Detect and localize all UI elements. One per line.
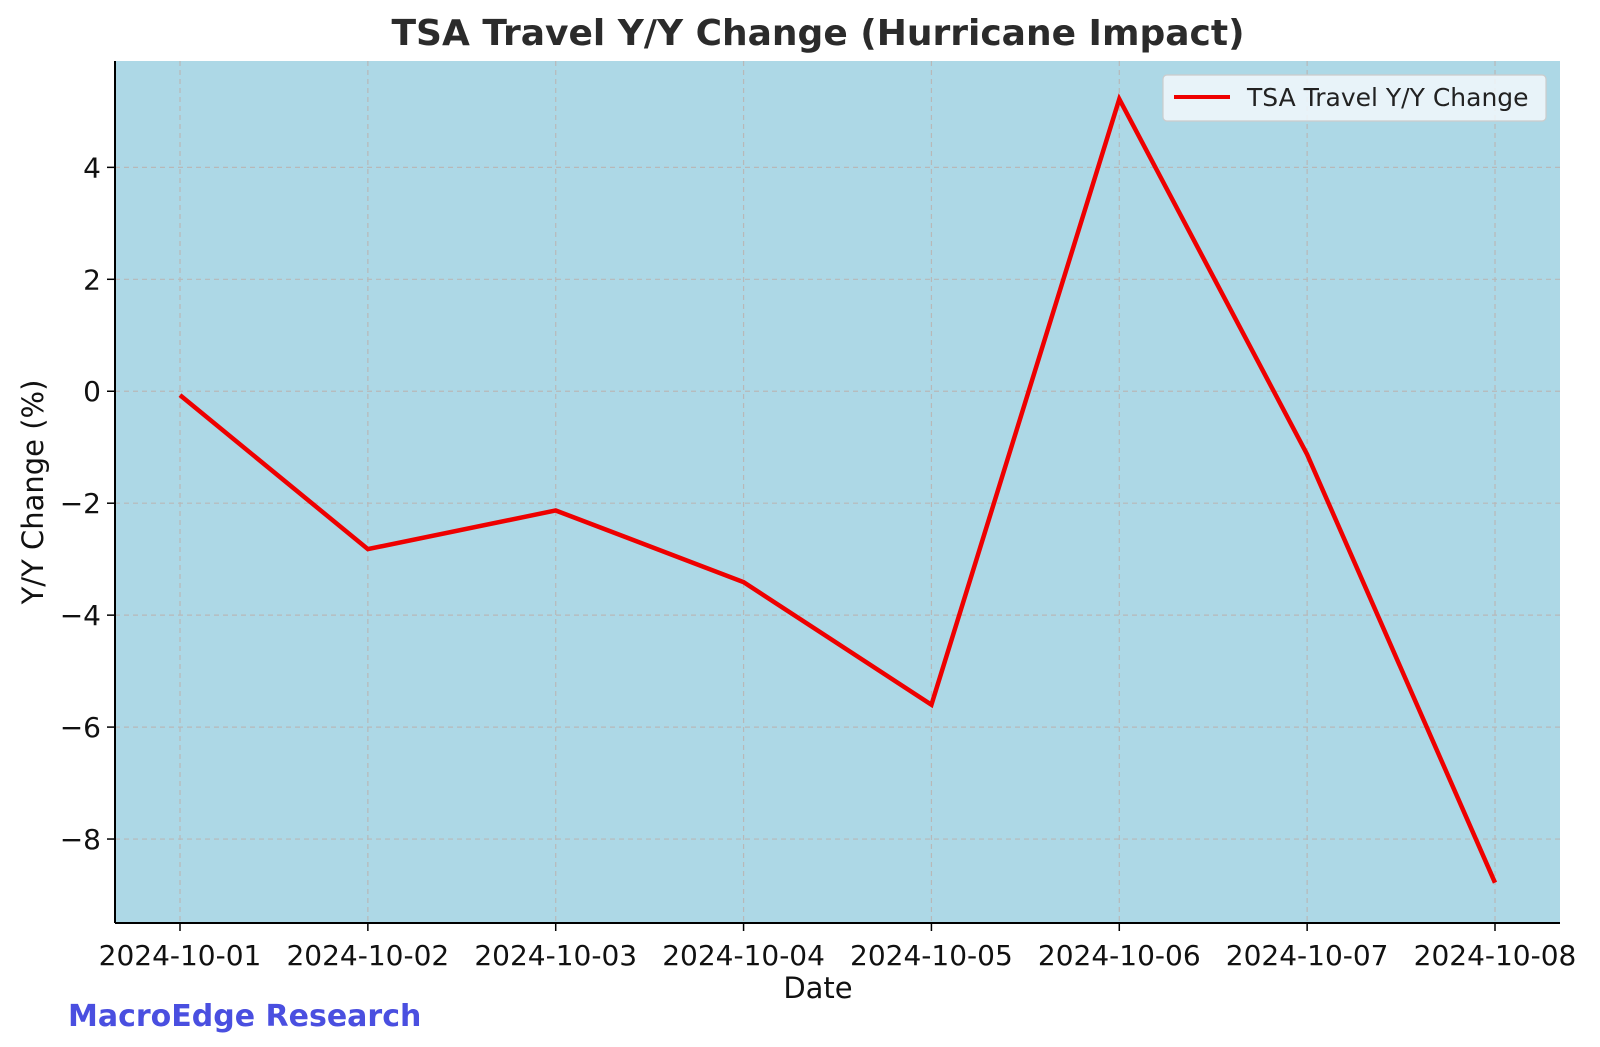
tick-labels: 2024-10-01 2024-10-02 2024-10-03 2024-10-04… [60, 151, 1577, 972]
legend-label: TSA Travel Y/Y Change [1246, 83, 1529, 112]
y-tick-label: 4 [83, 151, 101, 184]
x-tick-label: 2024-10-04 [662, 939, 825, 972]
x-tick-label: 2024-10-06 [1038, 939, 1201, 972]
y-tick-label: −8 [60, 823, 101, 856]
x-axis-label: Date [783, 971, 852, 1005]
x-tick-label: 2024-10-05 [850, 939, 1013, 972]
legend-box [1162, 74, 1547, 122]
series-layer [178, 93, 1498, 884]
y-tick-label: −2 [60, 487, 101, 520]
y-tick-label: −4 [60, 599, 101, 632]
x-tick-label: 2024-10-02 [286, 939, 449, 972]
grid-lines [115, 61, 1560, 923]
y-tick-label: 2 [83, 263, 101, 296]
plot-area [115, 61, 1560, 923]
axes [107, 61, 1560, 931]
x-tick-label: 2024-10-07 [1226, 939, 1389, 972]
y-tick-label: 0 [83, 375, 101, 408]
legend: TSA Travel Y/Y Change [1162, 74, 1547, 122]
y-tick-label: −6 [60, 711, 101, 744]
y-axis-label: Y/Y Change (%) [16, 380, 50, 606]
x-tick-label: 2024-10-01 [99, 939, 262, 972]
x-tick-label: 2024-10-08 [1414, 939, 1577, 972]
x-tick-label: 2024-10-03 [474, 939, 637, 972]
watermark: MacroEdge Research [68, 999, 421, 1034]
series-line [178, 93, 1498, 884]
chart-title: TSA Travel Y/Y Change (Hurricane Impact) [391, 13, 1244, 54]
